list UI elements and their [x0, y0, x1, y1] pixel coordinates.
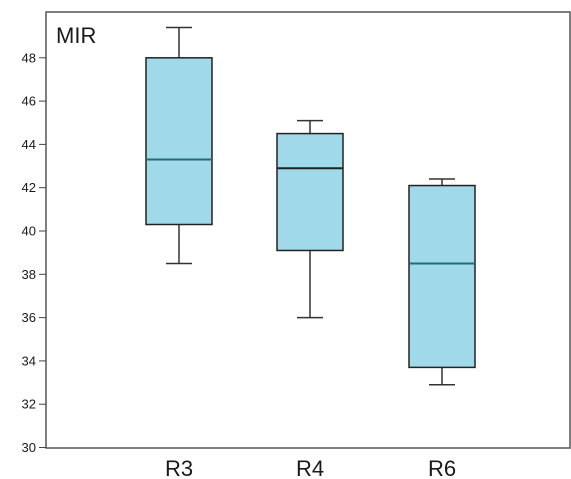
y-tick-label: 44 — [22, 137, 36, 152]
iqr-box — [408, 184, 476, 369]
y-tick-label: 40 — [22, 224, 36, 239]
box-r3 — [145, 26, 213, 265]
box-r4 — [276, 119, 344, 319]
box-r6 — [408, 178, 476, 386]
y-tick-label: 42 — [22, 180, 36, 195]
category-label: R6 — [428, 456, 456, 479]
iqr-box — [145, 57, 213, 226]
y-tick-label: 30 — [22, 440, 36, 455]
y-tick-label: 46 — [22, 94, 36, 109]
y-axis: 30 32 34 36 38 40 42 44 46 48 — [22, 50, 46, 455]
category-label: R4 — [296, 456, 324, 479]
boxes — [145, 26, 476, 386]
y-tick-label: 34 — [22, 353, 36, 368]
x-axis: R3 R4 R6 — [165, 456, 456, 479]
y-tick-label: 36 — [22, 310, 36, 325]
y-tick-label: 48 — [22, 50, 36, 65]
chart-title: MIR — [56, 23, 96, 48]
y-tick-label: 32 — [22, 397, 36, 412]
category-label: R3 — [165, 456, 193, 479]
y-tick-label: 38 — [22, 267, 36, 282]
iqr-box — [276, 132, 344, 252]
